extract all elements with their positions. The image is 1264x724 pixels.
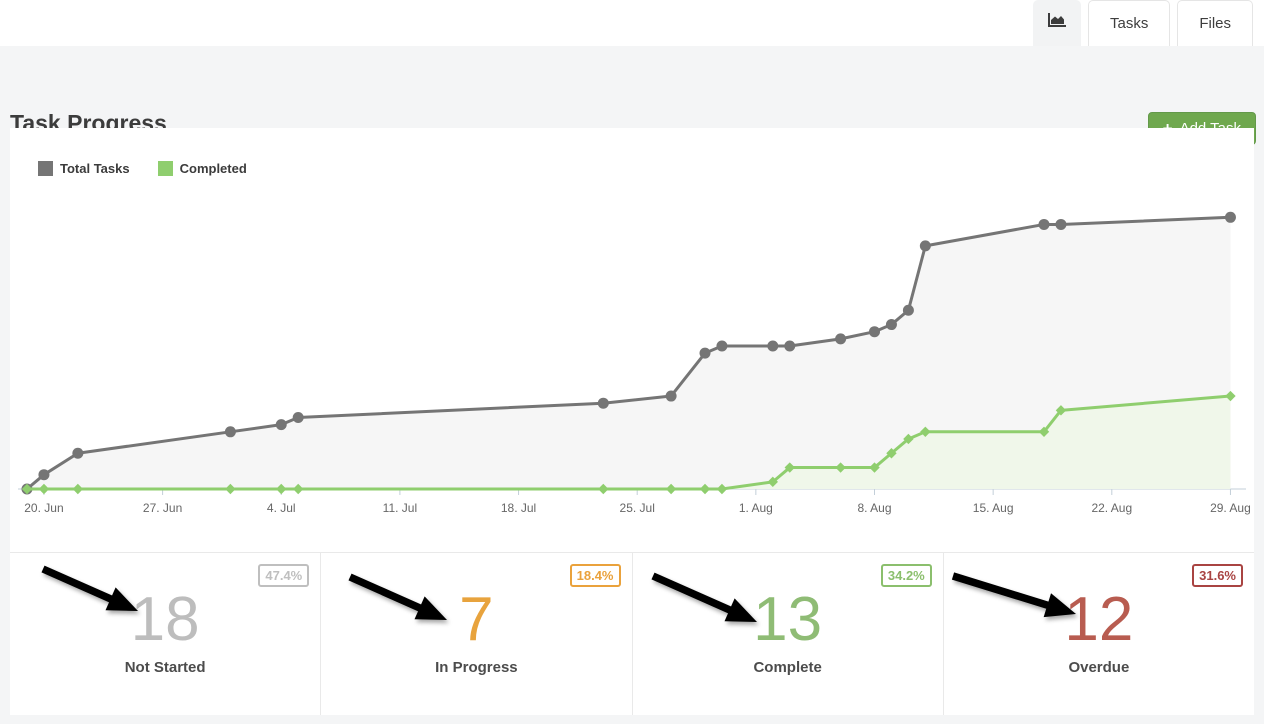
x-axis-label: 27. Jun (143, 501, 182, 515)
data-point (886, 448, 897, 459)
x-axis-label: 18. Jul (501, 501, 536, 515)
complete-label: Complete (753, 659, 822, 676)
chart-legend: Total Tasks Completed (38, 161, 247, 176)
data-point (1224, 211, 1236, 223)
complete-percent-badge: 34.2% (880, 564, 932, 587)
overdue-percent-badge: 31.6% (1192, 564, 1243, 587)
data-point (920, 426, 931, 437)
tab-chart[interactable] (1032, 0, 1081, 46)
data-point (665, 483, 677, 495)
stat-not-started: 47.4% 18 Not Started (10, 553, 320, 715)
legend-completed-label: Completed (179, 161, 247, 176)
stats-row: 47.4% 18 Not Started 18.4% 7 In Progress… (10, 552, 1254, 715)
data-point (1055, 405, 1067, 416)
overdue-count: 12 (1064, 585, 1134, 654)
data-point (699, 483, 711, 495)
data-point (225, 483, 236, 495)
data-point (1038, 426, 1050, 437)
x-axis-label: 1. Aug (739, 501, 773, 515)
data-point (276, 483, 287, 495)
data-point (919, 240, 931, 252)
view-tabs: Tasks Files (1032, 0, 1253, 46)
data-point (224, 426, 236, 438)
data-point (716, 483, 728, 495)
x-axis-label: 25. Jul (620, 501, 655, 515)
data-point (21, 483, 33, 495)
complete-count: 13 (753, 585, 823, 654)
progress-chart: 20. Jun 27. Jun 4. Jul 11. Jul 18. Jul 25. Ju… (18, 211, 1251, 515)
not-started-count: 18 (130, 585, 200, 654)
x-axis-label: 29. Aug (1210, 501, 1251, 515)
in-progress-count: 7 (459, 585, 494, 654)
tab-files-label: Files (1199, 15, 1231, 32)
data-point (597, 397, 609, 409)
x-axis-label: 22. Aug (1091, 501, 1132, 515)
stat-complete: 34.2% 13 Complete (631, 553, 943, 715)
data-point (1038, 218, 1050, 230)
tab-tasks-label: Tasks (1109, 15, 1149, 32)
completed-swatch (157, 161, 173, 176)
data-point (835, 333, 847, 345)
data-point (699, 347, 711, 359)
top-bar: Tasks Files (0, 0, 1264, 46)
not-started-label: Not Started (124, 659, 206, 676)
page-header: Task Progress + Add Task (0, 46, 1264, 145)
data-point (1225, 390, 1236, 402)
data-point (38, 469, 50, 481)
tab-files[interactable]: Files (1177, 0, 1253, 46)
in-progress-label: In Progress (435, 659, 518, 676)
x-axis-label: 15. Aug (973, 501, 1014, 515)
task-progress-panel: Total Tasks Completed 20. Jun 27. Jun 4. J… (10, 128, 1254, 715)
data-point (767, 340, 779, 352)
total-tasks-swatch (38, 161, 53, 176)
area-chart-icon (1047, 12, 1067, 34)
data-point (784, 340, 796, 352)
x-axis-label: 4. Jul (267, 501, 296, 515)
legend-total-tasks-label: Total Tasks (60, 161, 130, 176)
data-point (835, 462, 846, 473)
data-point (903, 433, 914, 445)
data-point (275, 419, 287, 431)
data-point (293, 483, 304, 495)
legend-completed: Completed (157, 161, 247, 176)
x-axis-label: 20. Jun (24, 501, 63, 515)
not-started-percent-badge: 47.4% (258, 564, 310, 587)
data-point (869, 326, 880, 338)
data-point (869, 462, 880, 473)
data-point (767, 476, 778, 488)
x-axis-label: 8. Aug (857, 501, 891, 515)
data-point (902, 304, 914, 316)
overdue-label: Overdue (1068, 659, 1130, 676)
data-point (598, 483, 609, 495)
stat-overdue: 31.6% 12 Overdue (942, 553, 1254, 715)
data-point (72, 483, 84, 495)
data-point (784, 462, 795, 473)
stat-in-progress: 18.4% 7 In Progress (320, 553, 631, 715)
data-point (72, 447, 84, 459)
data-point (292, 412, 304, 423)
data-point (885, 319, 897, 331)
data-point (716, 340, 728, 352)
data-point (1055, 218, 1067, 230)
data-point (665, 390, 677, 402)
x-axis-label: 11. Jul (383, 501, 417, 515)
legend-total-tasks: Total Tasks (38, 161, 130, 176)
in-progress-percent-badge: 18.4% (569, 564, 621, 587)
tab-tasks[interactable]: Tasks (1087, 0, 1171, 46)
